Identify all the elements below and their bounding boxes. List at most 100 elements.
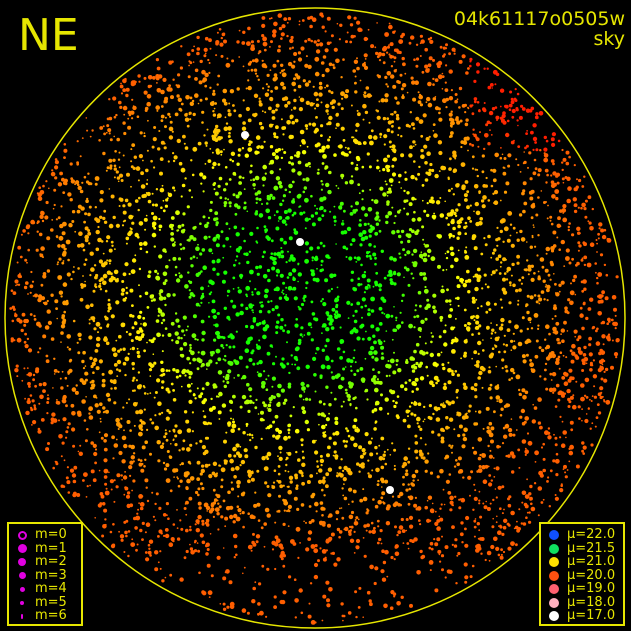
star: [470, 470, 474, 474]
star: [199, 533, 204, 538]
star: [206, 128, 209, 131]
star: [603, 399, 605, 401]
star: [266, 485, 270, 488]
star: [142, 159, 144, 162]
star: [135, 166, 141, 171]
star: [320, 61, 325, 65]
star: [32, 378, 35, 382]
star: [545, 387, 549, 391]
star: [287, 435, 291, 439]
star: [340, 376, 345, 381]
star: [143, 90, 148, 95]
star: [235, 194, 238, 197]
star: [122, 406, 125, 409]
star: [56, 317, 58, 320]
star: [282, 590, 287, 595]
star: [363, 524, 367, 528]
star: [234, 203, 239, 208]
star: [473, 525, 477, 529]
star: [262, 184, 265, 187]
star: [291, 81, 297, 87]
star: [114, 150, 117, 153]
star: [197, 243, 199, 246]
star: [388, 187, 392, 191]
star: [304, 82, 310, 87]
star: [190, 350, 195, 356]
star: [94, 403, 99, 408]
star: [396, 229, 400, 234]
star: [597, 232, 600, 236]
star: [530, 264, 534, 268]
star: [280, 81, 285, 87]
star: [329, 210, 332, 213]
star: [285, 286, 288, 289]
star: [566, 176, 571, 181]
star: [461, 184, 466, 189]
star: [98, 469, 101, 472]
star: [142, 385, 145, 388]
star: [157, 314, 160, 317]
star: [492, 498, 495, 502]
star: [420, 134, 424, 138]
star: [308, 505, 312, 508]
star: [60, 341, 62, 343]
star: [554, 315, 557, 318]
star: [335, 422, 339, 426]
star: [120, 179, 124, 182]
star: [383, 143, 386, 146]
star: [408, 405, 412, 408]
star: [395, 319, 398, 322]
star: [191, 333, 197, 339]
star: [124, 77, 127, 81]
star: [353, 521, 359, 526]
star: [287, 451, 292, 456]
star: [597, 392, 602, 397]
star: [591, 422, 594, 425]
star: [228, 139, 233, 144]
star: [581, 185, 585, 188]
star: [595, 239, 598, 241]
star: [218, 391, 223, 397]
star: [496, 244, 499, 247]
star: [436, 234, 440, 238]
star: [200, 468, 205, 474]
star: [315, 346, 320, 351]
star: [186, 124, 190, 128]
star: [314, 71, 320, 77]
star: [162, 281, 167, 286]
star: [264, 92, 270, 97]
star: [261, 301, 263, 304]
star: [180, 229, 185, 234]
star: [75, 180, 80, 185]
star: [122, 298, 127, 302]
star: [488, 454, 493, 459]
star: [399, 491, 404, 497]
star: [24, 344, 29, 349]
star: [552, 326, 557, 332]
star: [150, 364, 153, 367]
star: [527, 317, 532, 322]
star: [198, 571, 201, 575]
star: [337, 102, 341, 106]
star: [283, 17, 288, 21]
star: [402, 418, 407, 423]
star: [338, 530, 343, 534]
star: [429, 508, 435, 513]
star: [154, 414, 157, 417]
star: [265, 378, 268, 381]
star: [475, 298, 478, 301]
star: [449, 495, 454, 501]
star: [261, 110, 264, 113]
star: [61, 320, 66, 325]
star: [411, 473, 416, 479]
star: [212, 113, 217, 117]
star: [475, 210, 481, 216]
star: [252, 183, 256, 187]
star: [339, 23, 343, 27]
star: [311, 259, 314, 262]
star: [374, 420, 378, 424]
star: [450, 251, 455, 257]
star: [98, 139, 101, 142]
star: [539, 375, 542, 378]
star: [251, 436, 254, 439]
